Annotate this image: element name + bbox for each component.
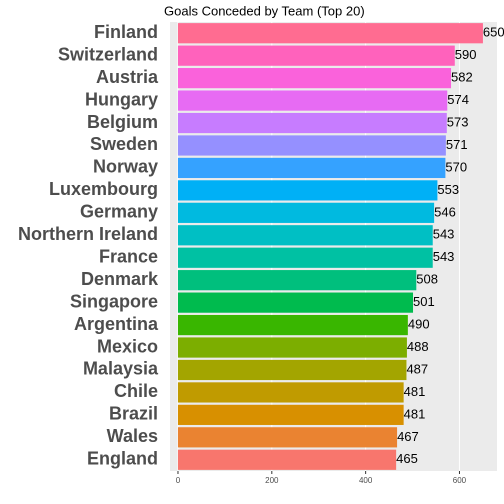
data-label: 487	[406, 361, 428, 376]
data-label: 488	[407, 339, 429, 354]
data-label: 571	[446, 137, 468, 152]
bar	[177, 404, 404, 425]
x-tick-label: 0	[176, 476, 181, 485]
data-label: 467	[397, 429, 419, 444]
data-label: 650	[483, 25, 504, 40]
data-label: 543	[433, 249, 455, 264]
bar	[177, 427, 398, 448]
y-tick-label: Switzerland	[58, 44, 158, 64]
bar	[177, 180, 438, 201]
y-tick-label: Mexico	[97, 336, 158, 356]
data-label: 481	[404, 384, 426, 399]
data-label: 546	[434, 204, 456, 219]
panel	[170, 22, 497, 471]
data-label: 574	[447, 92, 469, 107]
y-tick-label: Luxembourg	[49, 179, 158, 199]
data-label: 490	[408, 317, 430, 332]
bar	[177, 90, 448, 111]
bar	[177, 449, 397, 470]
y-tick-label: England	[87, 449, 158, 469]
x-tick-label: 400	[359, 476, 373, 485]
bar	[177, 292, 414, 313]
data-label: 501	[413, 294, 435, 309]
chart-title: Goals Conceded by Team (Top 20)	[164, 3, 365, 18]
y-tick-label: Belgium	[87, 112, 158, 132]
y-tick-label: Germany	[80, 202, 158, 222]
data-label: 590	[455, 47, 477, 62]
x-tick-label: 200	[265, 476, 279, 485]
bar	[177, 45, 455, 66]
y-tick-label: Northern Ireland	[18, 224, 158, 244]
data-label: 508	[416, 272, 438, 287]
bar	[177, 359, 407, 381]
bar	[177, 382, 404, 403]
y-tick-label: Hungary	[85, 89, 158, 109]
data-label: 553	[437, 182, 459, 197]
y-tick-label: Brazil	[109, 404, 158, 424]
y-tick-label: Chile	[114, 381, 158, 401]
bar	[177, 135, 446, 156]
y-tick-label: Norway	[93, 157, 158, 177]
bar	[177, 225, 433, 246]
data-label: 570	[445, 159, 467, 174]
bar	[177, 337, 407, 358]
y-tick-label: Wales	[107, 426, 158, 446]
y-tick-label: Finland	[94, 22, 158, 42]
y-tick-label: France	[99, 246, 158, 266]
y-tick-label: Denmark	[81, 269, 159, 289]
data-label: 543	[433, 227, 455, 242]
data-label: 481	[404, 406, 426, 421]
y-tick-label: Malaysia	[83, 359, 159, 379]
bar	[177, 23, 483, 44]
bar	[177, 157, 446, 179]
bar	[177, 68, 452, 89]
data-label: 582	[451, 70, 473, 85]
bar	[177, 270, 417, 291]
x-tick-label: 600	[453, 476, 467, 485]
bar	[177, 314, 408, 336]
data-label: 465	[396, 451, 418, 466]
y-tick-label: Argentina	[74, 314, 159, 334]
y-tick-label: Austria	[96, 67, 159, 87]
y-tick-label: Sweden	[90, 134, 158, 154]
y-tick-label: Singapore	[70, 291, 158, 311]
bar	[177, 112, 447, 134]
bar	[177, 247, 433, 268]
bar	[177, 202, 435, 223]
data-label: 573	[447, 114, 469, 129]
